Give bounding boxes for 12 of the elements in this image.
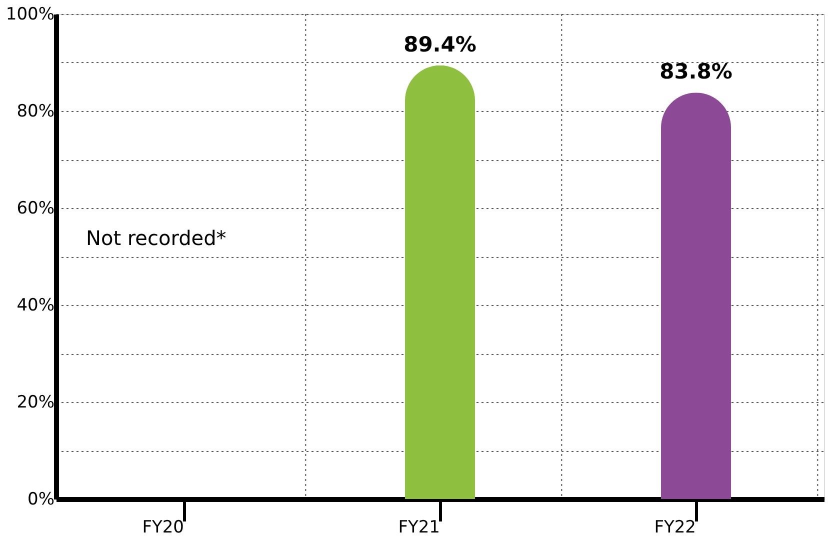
x-tick-label: FY22 — [654, 518, 696, 538]
x-tick-label: FY20 — [142, 518, 184, 538]
y-tick-label: 80% — [16, 102, 54, 122]
data-label: 83.8% — [660, 60, 732, 84]
data-label: 89.4% — [404, 32, 476, 56]
y-tick-label: 100% — [6, 4, 54, 24]
y-tick-label: 0% — [28, 490, 54, 510]
x-tick-label: FY21 — [398, 518, 440, 538]
y-tick-label: 60% — [16, 198, 54, 218]
annotation: Not recorded* — [86, 226, 226, 250]
y-tick-label: 20% — [16, 392, 54, 412]
y-tick-label: 40% — [16, 296, 54, 316]
